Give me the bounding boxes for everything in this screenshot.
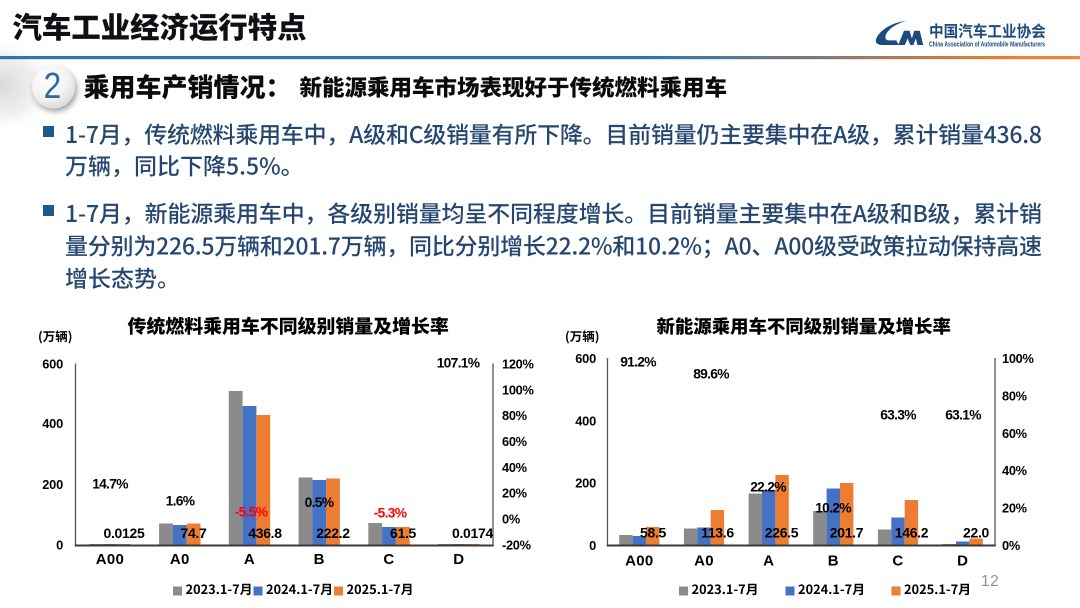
svg-text:0.0174: 0.0174 bbox=[452, 525, 494, 541]
svg-text:63.1%: 63.1% bbox=[945, 408, 981, 423]
svg-text:C: C bbox=[383, 551, 394, 568]
svg-text:A: A bbox=[763, 553, 774, 570]
svg-text:0: 0 bbox=[589, 538, 596, 553]
svg-text:22.2%: 22.2% bbox=[750, 480, 786, 495]
svg-text:226.5: 226.5 bbox=[765, 525, 799, 541]
svg-text:20%: 20% bbox=[502, 486, 528, 501]
svg-text:120%: 120% bbox=[502, 357, 534, 372]
svg-text:222.2: 222.2 bbox=[316, 525, 350, 541]
svg-text:60%: 60% bbox=[502, 434, 528, 449]
svg-text:20%: 20% bbox=[1002, 501, 1028, 516]
svg-text:B: B bbox=[314, 551, 325, 568]
svg-text:-5.3%: -5.3% bbox=[374, 506, 407, 521]
svg-text:74.7: 74.7 bbox=[180, 525, 207, 541]
svg-text:1.6%: 1.6% bbox=[166, 494, 195, 509]
svg-text:-20%: -20% bbox=[502, 538, 532, 553]
svg-text:A: A bbox=[244, 551, 255, 568]
svg-text:D: D bbox=[957, 553, 968, 570]
svg-text:80%: 80% bbox=[1002, 388, 1028, 403]
svg-text:0.5%: 0.5% bbox=[305, 495, 334, 510]
svg-text:A0: A0 bbox=[694, 553, 714, 570]
svg-text:A0: A0 bbox=[170, 551, 190, 568]
svg-text:C: C bbox=[892, 553, 903, 570]
svg-text:100%: 100% bbox=[1002, 351, 1034, 366]
svg-text:40%: 40% bbox=[502, 460, 528, 475]
svg-text:80%: 80% bbox=[502, 408, 528, 423]
svg-text:12: 12 bbox=[981, 573, 999, 590]
svg-text:0: 0 bbox=[56, 538, 63, 553]
svg-text:A00: A00 bbox=[96, 551, 124, 568]
svg-text:60%: 60% bbox=[1002, 426, 1028, 441]
svg-text:107.1%: 107.1% bbox=[437, 356, 480, 371]
svg-text:-5.5%: -5.5% bbox=[235, 505, 268, 520]
svg-text:2: 2 bbox=[44, 66, 62, 106]
svg-text:61.5: 61.5 bbox=[390, 525, 417, 541]
svg-text:200: 200 bbox=[42, 477, 63, 492]
svg-text:436.8: 436.8 bbox=[248, 525, 282, 541]
svg-text:600: 600 bbox=[575, 351, 596, 366]
svg-text:89.6%: 89.6% bbox=[693, 367, 729, 382]
svg-text:201.7: 201.7 bbox=[830, 525, 864, 541]
svg-text:0%: 0% bbox=[502, 512, 521, 527]
svg-text:91.2%: 91.2% bbox=[620, 355, 656, 370]
svg-text:0%: 0% bbox=[1002, 538, 1021, 553]
svg-text:400: 400 bbox=[575, 413, 596, 428]
svg-text:113.6: 113.6 bbox=[701, 525, 734, 541]
svg-text:146.2: 146.2 bbox=[895, 525, 929, 541]
svg-text:10.2%: 10.2% bbox=[815, 501, 851, 516]
svg-text:A00: A00 bbox=[625, 553, 653, 570]
svg-text:0.0125: 0.0125 bbox=[103, 525, 145, 541]
svg-text:B: B bbox=[828, 553, 839, 570]
svg-text:14.7%: 14.7% bbox=[92, 477, 128, 492]
svg-text:22.0: 22.0 bbox=[963, 525, 990, 541]
svg-text:40%: 40% bbox=[1002, 463, 1028, 478]
svg-text:400: 400 bbox=[42, 416, 63, 431]
svg-text:D: D bbox=[453, 551, 464, 568]
svg-text:100%: 100% bbox=[502, 382, 534, 397]
svg-text:63.3%: 63.3% bbox=[880, 408, 916, 423]
svg-text:600: 600 bbox=[42, 357, 63, 372]
svg-text:200: 200 bbox=[575, 476, 596, 491]
svg-text:58.5: 58.5 bbox=[640, 525, 667, 541]
svg-text:China Association of Automobil: China Association of Automobile Manufact… bbox=[929, 42, 1045, 49]
